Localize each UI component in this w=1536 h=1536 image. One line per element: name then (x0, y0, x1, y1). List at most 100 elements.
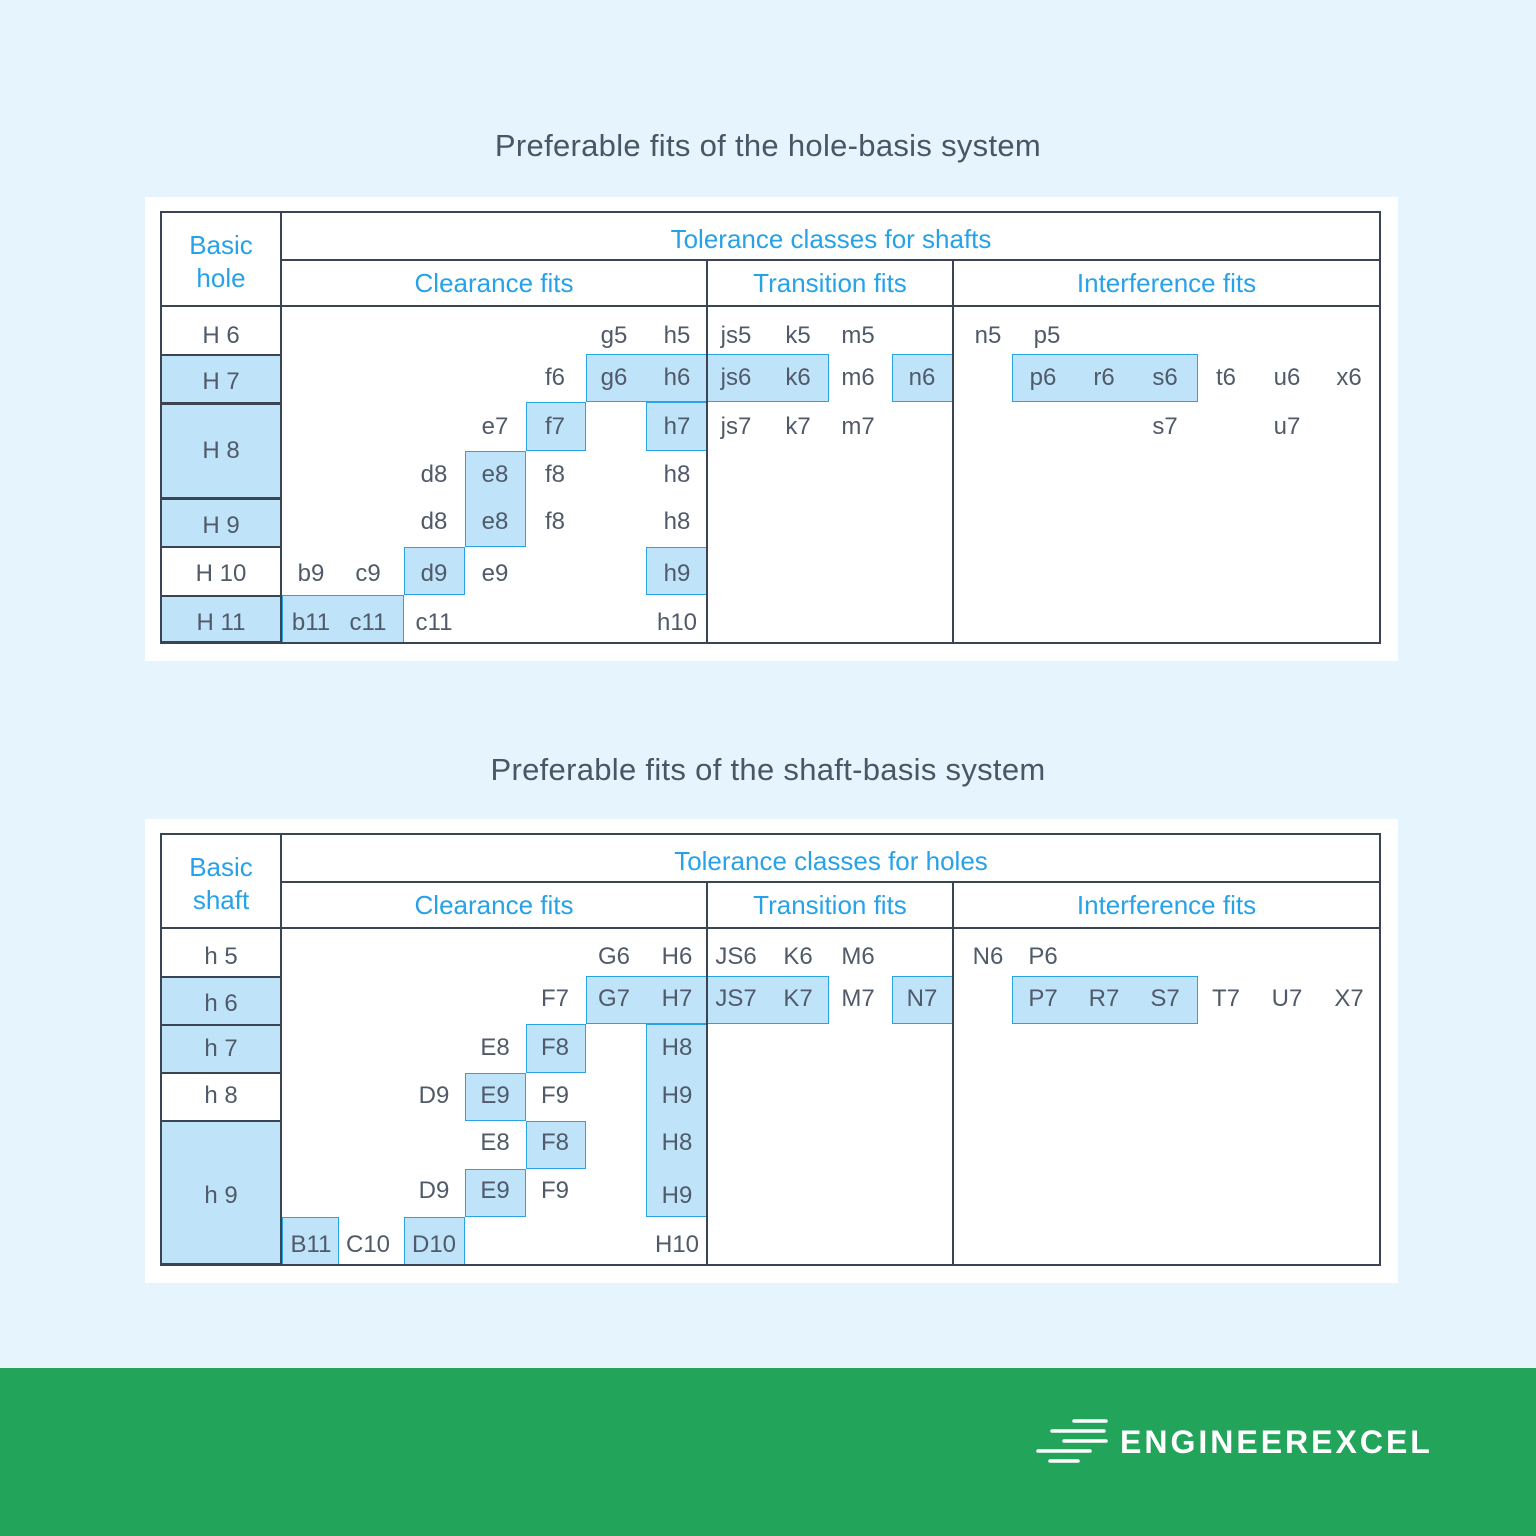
divider (706, 259, 708, 644)
tolerance-cell: G7 (597, 985, 630, 1012)
tolerance-cell: B11 (290, 1231, 332, 1258)
shaft-basis-title: Preferable fits of the shaft-basis syste… (490, 752, 1046, 787)
tolerance-cell: F9 (540, 1082, 569, 1109)
tolerance-cell: H9 (661, 1082, 693, 1109)
tolerance-cell: d8 (420, 508, 448, 535)
highlight-f7 (526, 402, 586, 451)
basic-hole-h6: H 6 (202, 322, 240, 349)
basic-highlight-h7 (160, 1024, 282, 1074)
tolerance-cell: m7 (841, 413, 875, 440)
tolerance-cell: X7 (1334, 985, 1364, 1012)
tolerance-cell: H8 (661, 1034, 693, 1061)
basic-shaft-h9: h 9 (204, 1182, 238, 1209)
basic-shaft-h7: h 7 (204, 1035, 238, 1062)
tolerance-cell: K6 (783, 943, 813, 970)
transition-fits-header: Transition fits (753, 268, 907, 298)
tolerance-cell: N6 (972, 943, 1004, 970)
highlight-F8 (526, 1024, 586, 1073)
basic-hole-h7: H 7 (202, 368, 240, 395)
basic-hole-h10: H 10 (195, 560, 247, 587)
tolerance-cell: H6 (661, 943, 693, 970)
tolerance-cell: js6 (720, 364, 752, 391)
tolerance-cell: h7 (663, 413, 691, 440)
tolerance-cell: d8 (420, 461, 448, 488)
divider (952, 881, 954, 1266)
highlight-G7-H7 (586, 976, 707, 1024)
tolerance-cell: JS7 (715, 985, 757, 1012)
tolerance-cell: U7 (1271, 985, 1303, 1012)
tolerance-cell: c9 (355, 560, 381, 587)
tolerance-cell: n6 (908, 364, 936, 391)
tolerance-cell: N7 (906, 985, 938, 1012)
divider (280, 259, 1380, 261)
tolerance-cell: f8 (544, 508, 565, 535)
tolerance-cell: F8 (540, 1129, 569, 1156)
tolerance-cell: S7 (1150, 985, 1180, 1012)
tolerance-cell: f6 (544, 364, 565, 391)
basic-shaft-h5: h 5 (204, 943, 238, 970)
divider (160, 305, 1380, 307)
tolerance-cell: e8 (481, 461, 509, 488)
divider (280, 881, 1380, 883)
tolerance-cell: p5 (1033, 322, 1061, 349)
tolerance-cell: c11 (349, 609, 387, 636)
basic-hole-h11: H 11 (196, 609, 246, 636)
engineerexcel-logo-icon (1036, 1419, 1108, 1463)
tolerance-cell: h5 (663, 322, 691, 349)
tolerance-cell: P6 (1028, 943, 1058, 970)
basic-header-text: Basic shaft (189, 852, 253, 915)
tolerance-cell: c11 (415, 609, 453, 636)
tolerance-cell: u7 (1273, 413, 1301, 440)
tolerance-cell: f8 (544, 461, 565, 488)
tolerance-cell: d9 (420, 560, 448, 587)
basic-shaft-h6: h 6 (204, 990, 238, 1017)
highlight-e8 (465, 451, 526, 547)
tolerance-cell: C10 (345, 1231, 391, 1258)
basic-header-text: Basic hole (189, 230, 253, 293)
highlight-E9-b (465, 1169, 526, 1217)
tolerance-cell: P7 (1028, 985, 1058, 1012)
tolerance-cell: K7 (783, 985, 813, 1012)
tolerance-cell: k7 (785, 413, 811, 440)
tolerance-cell: H10 (654, 1231, 700, 1258)
divider (280, 211, 282, 644)
highlight-d9 (404, 547, 465, 595)
tolerance-cell: e7 (481, 413, 509, 440)
tolerance-cell: M6 (841, 943, 875, 970)
tolerance-cell: k5 (785, 322, 811, 349)
tolerance-cell: h8 (663, 508, 691, 535)
tolerance-cell: E9 (480, 1082, 510, 1109)
highlight-N7 (892, 976, 953, 1024)
tolerance-cell: h9 (663, 560, 691, 587)
highlight-h9 (646, 547, 707, 595)
basic-highlight-h7 (160, 354, 282, 404)
highlight-g6-h6 (586, 354, 707, 402)
basic-shaft-h8: h 8 (204, 1082, 238, 1109)
tolerance-cell: R7 (1088, 985, 1120, 1012)
tolerance-cell: k6 (785, 364, 811, 391)
tolerance-cell: M7 (841, 985, 875, 1012)
tolerance-cell: m6 (841, 364, 875, 391)
tolerance-cell: T7 (1211, 985, 1240, 1012)
basic-hole-header: Basic hole (160, 229, 282, 295)
tolerance-cell: H9 (661, 1182, 693, 1209)
tolerance-shafts-header: Tolerance classes for shafts (670, 224, 992, 254)
divider (280, 833, 282, 1266)
hole-basis-title: Preferable fits of the hole-basis system (494, 128, 1042, 163)
tolerance-cell: F8 (540, 1034, 569, 1061)
tolerance-cell: b9 (297, 560, 325, 587)
tolerance-cell: m5 (841, 322, 875, 349)
divider (952, 259, 954, 644)
highlight-JS7-K7 (707, 976, 829, 1024)
tolerance-cell: JS6 (715, 943, 757, 970)
tolerance-cell: F7 (540, 985, 569, 1012)
clearance-fits-header: Clearance fits (414, 890, 574, 920)
divider (706, 881, 708, 1266)
highlight-h7 (646, 402, 707, 451)
tolerance-cell: js5 (720, 322, 752, 349)
hole-basis-table (160, 211, 1381, 644)
tolerance-cell: e8 (481, 508, 509, 535)
tolerance-cell: x6 (1336, 364, 1362, 391)
highlight-p6-s6 (1012, 354, 1198, 402)
footer-bar (0, 1368, 1536, 1536)
